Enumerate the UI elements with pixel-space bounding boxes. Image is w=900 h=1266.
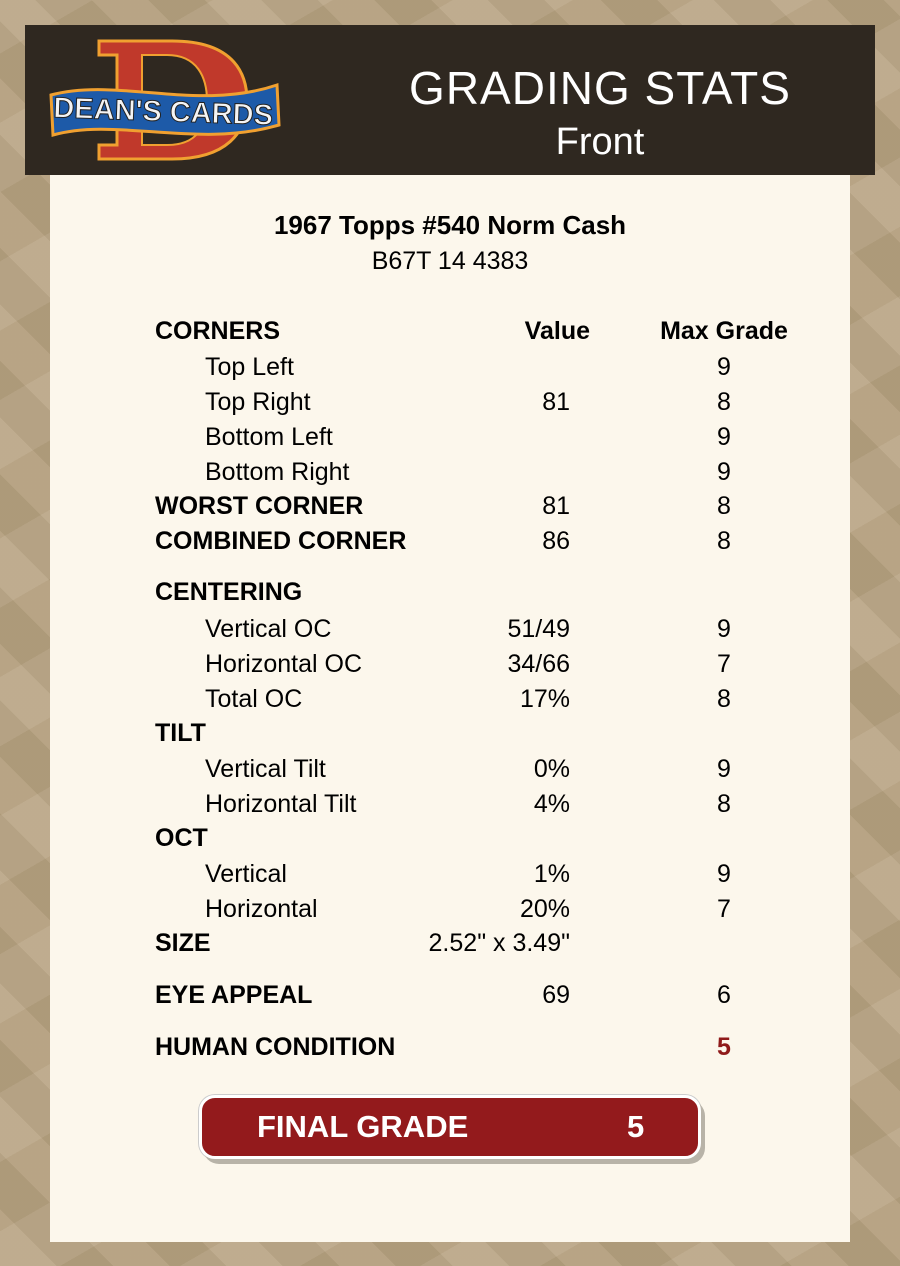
stat-row: OCT	[0, 824, 900, 856]
stat-label: Vertical	[205, 860, 287, 888]
stat-value: 4%	[533, 790, 570, 818]
header: DEAN'S CARDS GRADING STATS Front	[25, 25, 875, 175]
stat-row: Top Left 9	[0, 353, 900, 385]
stat-max-grade: 8	[717, 685, 731, 713]
stat-value: 81	[542, 492, 570, 520]
stat-value: 0%	[533, 755, 570, 783]
stat-value: 51/49	[507, 615, 570, 643]
stat-row: WORST CORNER 81 8	[0, 492, 900, 524]
stat-row: COMBINED CORNER 86 8	[0, 527, 900, 559]
stat-row: Total OC 17% 8	[0, 685, 900, 717]
stat-row: Bottom Right 9	[0, 458, 900, 490]
stat-max-grade: 8	[717, 388, 731, 416]
page-title: GRADING STATS	[409, 62, 791, 114]
stat-label: HUMAN CONDITION	[155, 1033, 396, 1061]
stat-row: Horizontal OC 34/66 7	[0, 650, 900, 682]
stat-label: Horizontal Tilt	[205, 790, 357, 818]
card-code: B67T 14 4383	[371, 247, 529, 275]
stat-label: Horizontal OC	[205, 650, 362, 678]
stat-row: Top Right 81 8	[0, 388, 900, 420]
stat-row: Bottom Left 9	[0, 423, 900, 455]
final-grade-label: FINAL GRADE	[257, 1109, 469, 1144]
stat-max-grade: 9	[717, 755, 731, 783]
stat-label: Total OC	[205, 685, 303, 713]
stat-value: 81	[542, 388, 570, 416]
stat-row: EYE APPEAL 69 6	[0, 981, 900, 1013]
stat-max-grade: 8	[717, 492, 731, 520]
stat-row: Vertical OC 51/49 9	[0, 615, 900, 647]
stat-label: OCT	[155, 824, 208, 852]
stat-row: CENTERING	[0, 578, 900, 610]
stat-value: 20%	[519, 895, 570, 923]
stat-row: CORNERS Value Max Grade	[0, 317, 900, 349]
stat-value: 34/66	[507, 650, 570, 678]
stat-label: Bottom Left	[205, 423, 333, 451]
stat-label: Vertical OC	[205, 615, 332, 643]
deans-cards-logo: DEAN'S CARDS	[49, 39, 281, 161]
column-header-value: Value	[524, 317, 590, 345]
stat-max-grade: 5	[717, 1033, 731, 1061]
stat-max-grade: 9	[717, 458, 731, 486]
stat-max-grade: 7	[717, 650, 731, 678]
stat-max-grade: 9	[717, 353, 731, 381]
stat-max-grade: 8	[717, 790, 731, 818]
stats-panel	[50, 170, 850, 1242]
stat-label: TILT	[155, 719, 206, 747]
stat-label: COMBINED CORNER	[155, 527, 407, 555]
stat-max-grade: 7	[717, 895, 731, 923]
stat-max-grade: 9	[717, 860, 731, 888]
stat-value: 1%	[533, 860, 570, 888]
stat-value: 2.52" x 3.49"	[428, 929, 570, 957]
stat-label: EYE APPEAL	[155, 981, 313, 1009]
stat-label: SIZE	[155, 929, 211, 957]
stat-row: Horizontal 20% 7	[0, 895, 900, 927]
stat-row: Vertical Tilt 0% 9	[0, 755, 900, 787]
stat-max-grade: 9	[717, 615, 731, 643]
page-subtitle: Front	[555, 121, 645, 163]
stat-label: Bottom Right	[205, 458, 350, 486]
card-name: 1967 Topps #540 Norm Cash	[273, 210, 627, 240]
stat-row: HUMAN CONDITION 5	[0, 1033, 900, 1065]
stat-max-grade: 6	[717, 981, 731, 1009]
svg-text:DEAN'S CARDS: DEAN'S CARDS	[53, 92, 274, 132]
stat-row: SIZE 2.52" x 3.49"	[0, 929, 900, 961]
stat-row: Vertical 1% 9	[0, 860, 900, 892]
column-header-max-grade: Max Grade	[660, 317, 788, 345]
final-grade-value: 5	[627, 1109, 645, 1144]
stat-label: Vertical Tilt	[205, 755, 326, 783]
stat-row: Horizontal Tilt 4% 8	[0, 790, 900, 822]
stat-label: Top Left	[205, 353, 294, 381]
stat-label: WORST CORNER	[155, 492, 364, 520]
stat-label: CORNERS	[155, 317, 281, 345]
stat-row: TILT	[0, 719, 900, 751]
final-grade-badge: FINAL GRADE 5	[199, 1095, 701, 1159]
stat-label: Horizontal	[205, 895, 318, 923]
stat-label: Top Right	[205, 388, 311, 416]
stat-max-grade: 8	[717, 527, 731, 555]
stat-value: 17%	[519, 685, 570, 713]
stat-value: 69	[542, 981, 570, 1009]
stat-label: CENTERING	[155, 578, 303, 606]
stat-max-grade: 9	[717, 423, 731, 451]
stat-value: 86	[542, 527, 570, 555]
